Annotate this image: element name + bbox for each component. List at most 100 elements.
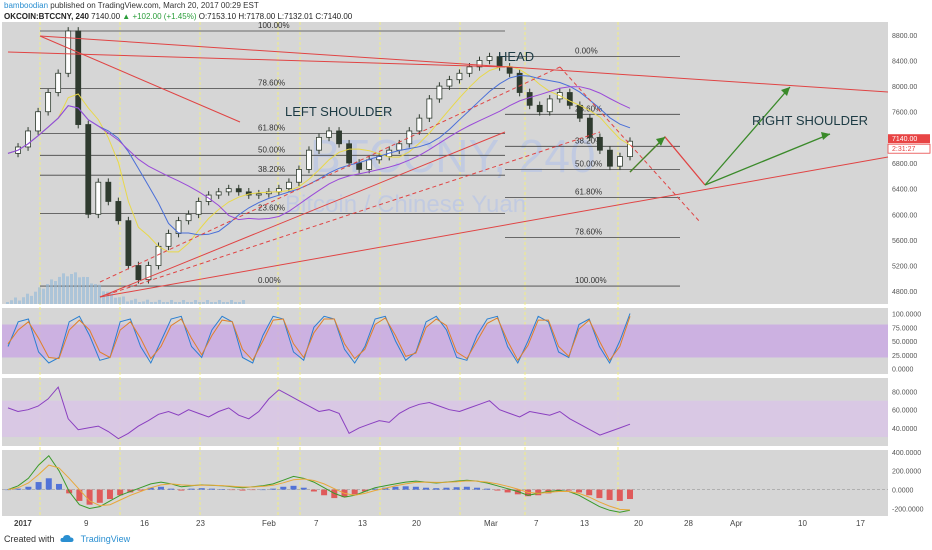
published-text: published on TradingView.com, March 20, … <box>50 1 259 10</box>
volume-bar-41 <box>170 299 173 304</box>
stoch-y-tick-1: 75.0000 <box>892 325 917 332</box>
volume-bar-19 <box>82 276 85 304</box>
watermark-symbol: BTCCNY, 240 <box>310 130 596 182</box>
macd-hist-bar-36 <box>372 488 379 490</box>
arrow-green-2 <box>704 133 831 186</box>
created-with-label: Created with <box>4 534 55 544</box>
macd-hist-bar-1 <box>15 488 22 490</box>
candle-body-7 <box>75 30 82 125</box>
x-tick-1: 9 <box>84 519 89 528</box>
macd-hist-bar-20 <box>208 488 215 490</box>
x-tick-3: 23 <box>196 519 205 528</box>
macd-hist-bar-45 <box>463 486 470 490</box>
volume-bar-3 <box>18 300 21 304</box>
macd-y-tick-0: 400.0000 <box>892 450 921 457</box>
volume-bar-53 <box>218 300 221 304</box>
moving-average-2 <box>7 86 631 221</box>
candle-body-41 <box>416 117 423 132</box>
volume-bar-48 <box>198 302 201 304</box>
price-y-tick-5: 6800.00 <box>892 161 917 168</box>
candle-body-62 <box>627 140 633 157</box>
macd-hist-bar-2 <box>25 486 32 490</box>
price-y-tick-10: 4800.00 <box>892 289 917 296</box>
volume-bar-29 <box>122 296 125 304</box>
volume-bar-1 <box>10 300 13 304</box>
macd-hist-bar-3 <box>35 482 42 490</box>
volume-bar-44 <box>182 299 185 304</box>
symbol-label: OKCOIN:BTCCNY, 240 <box>4 12 89 21</box>
volume-bar-39 <box>162 302 165 304</box>
x-tick-11: 20 <box>634 519 643 528</box>
candle-body-6 <box>65 30 72 74</box>
countdown-tag-label: 2:31:27 <box>892 146 915 153</box>
macd-y-tick-1: 200.0000 <box>892 469 921 476</box>
price-y-tick-6: 6400.00 <box>892 187 917 194</box>
x-tick-14: 10 <box>798 519 807 528</box>
volume-bar-42 <box>174 302 177 304</box>
stoch-y-tick-4: 0.0000 <box>892 367 914 374</box>
macd-hist-bar-48 <box>494 489 501 491</box>
x-tick-8: Mar <box>484 519 498 528</box>
macd-hist-bar-38 <box>392 486 399 490</box>
chart-canvas[interactable]: BTCCNY, 240 Bitcoin / Chinese Yuan 100.0… <box>0 22 932 530</box>
candle-body-29 <box>296 169 302 183</box>
candle-body-40 <box>406 130 413 145</box>
volume-bar-2 <box>14 297 17 304</box>
author-link[interactable]: bamboodian <box>4 1 49 10</box>
candle-body-54 <box>546 98 553 113</box>
macd-hist-bar-19 <box>198 488 205 490</box>
fib-left-label-5: 23.60% <box>258 204 285 213</box>
candle-body-12 <box>125 220 132 266</box>
macd-hist-bar-5 <box>55 483 62 490</box>
x-tick-5: 7 <box>314 519 319 528</box>
macd-hist-bar-21 <box>219 489 226 490</box>
open-value: O:7153.10 <box>198 12 237 21</box>
last-price: 7140.00 <box>91 12 121 21</box>
rsi-y-tick-1: 60.0000 <box>892 408 917 415</box>
volume-bar-12 <box>54 281 57 304</box>
panel-bg-price <box>2 22 888 304</box>
rsi-line <box>7 386 631 440</box>
macd-hist-bar-17 <box>178 489 185 491</box>
candle-body-35 <box>356 162 363 170</box>
volume-bar-43 <box>178 301 181 304</box>
arrow-head-1 <box>781 87 790 96</box>
x-tick-12: 28 <box>684 519 693 528</box>
volume-bar-40 <box>166 301 169 304</box>
candle-body-36 <box>366 159 373 170</box>
macd-hist-bar-44 <box>453 487 460 490</box>
candle-body-5 <box>55 72 62 93</box>
arrow-head-2 <box>821 132 830 140</box>
stoch-d-line <box>7 316 631 362</box>
candle-body-21 <box>215 191 222 196</box>
price-y-tick-0: 8800.00 <box>892 33 917 40</box>
volume-bar-54 <box>222 302 225 304</box>
volume-bar-33 <box>138 302 141 304</box>
macd-hist-bar-14 <box>147 487 154 490</box>
rsi-y-tick-0: 80.0000 <box>892 390 917 397</box>
x-tick-2: 16 <box>140 519 149 528</box>
macd-panel <box>2 454 888 513</box>
price-y-tick-8: 5600.00 <box>892 238 917 245</box>
candle-body-3 <box>35 111 41 132</box>
volume-bar-55 <box>226 302 229 304</box>
tradingview-link[interactable]: TradingView <box>80 534 131 544</box>
stochastic-panel <box>2 313 888 365</box>
candle-body-50 <box>506 66 513 74</box>
macd-hist-bar-49 <box>504 489 511 493</box>
x-tick-10: 13 <box>580 519 589 528</box>
volume-bar-18 <box>78 277 81 304</box>
candle-body-30 <box>306 149 312 170</box>
macd-hist-bar-24 <box>249 489 256 491</box>
volume-bar-56 <box>230 300 233 304</box>
x-tick-13: Apr <box>730 519 743 528</box>
macd-hist-bar-18 <box>188 488 195 490</box>
quote-line: OKCOIN:BTCCNY, 240 7140.00 ▲ +102.00 (+1… <box>4 12 352 21</box>
time-axis-bg <box>2 516 888 530</box>
macd-hist-bar-11 <box>117 489 124 496</box>
volume-bar-22 <box>94 284 97 304</box>
volume-bar-30 <box>126 301 129 304</box>
volume-bar-50 <box>206 299 209 304</box>
x-tick-15: 17 <box>856 519 865 528</box>
volume-bar-36 <box>150 302 153 304</box>
